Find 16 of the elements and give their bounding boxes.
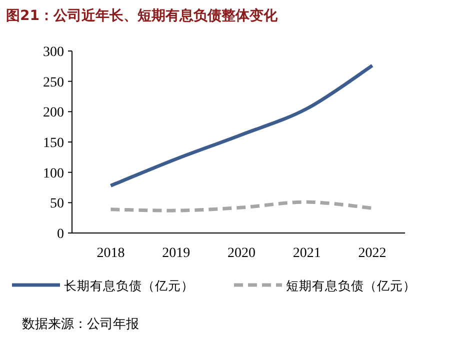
y-tick-label: 100 [43,166,64,182]
x-tick-label: 2022 [358,246,386,261]
source-note: 数据来源：公司年报 [22,317,139,332]
y-tick-label: 150 [43,136,64,151]
legend-label: 短期有息负债（亿元） [286,278,416,293]
y-tick-label: 300 [43,45,64,60]
y-tick-label: 50 [50,196,64,212]
x-tick-label: 2018 [96,246,125,261]
x-tick-label: 2021 [292,246,321,261]
x-tick-label: 2019 [162,246,190,261]
x-tick-label: 2020 [228,246,256,261]
y-tick-label: 200 [43,106,64,121]
title: 图21：公司近年长、短期有息负债整体变化 [6,8,278,24]
y-tick-label: 250 [43,75,64,90]
legend-label: 长期有息负债（亿元） [64,278,194,293]
y-tick-label: 0 [57,227,64,242]
